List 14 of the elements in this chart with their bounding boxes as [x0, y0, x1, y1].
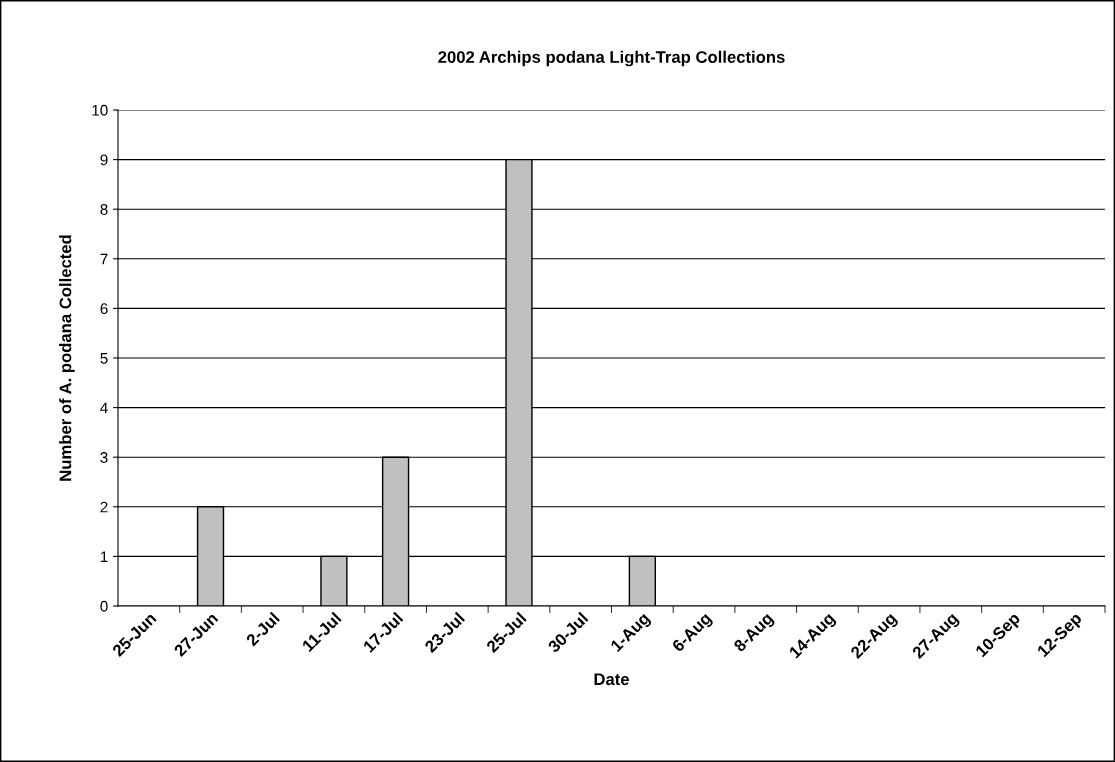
x-axis-title: Date	[594, 673, 629, 686]
y-tick-label: 7	[100, 253, 108, 265]
y-tick-label: 10	[92, 104, 108, 116]
y-tick-label: 4	[100, 402, 108, 414]
y-tick-label: 0	[100, 600, 108, 612]
y-tick-label: 1	[100, 551, 108, 562]
y-tick-label: 8	[100, 204, 108, 215]
y-axis-title: Number of A. podana Collected	[59, 235, 75, 481]
y-tick-label: 5	[100, 353, 108, 364]
y-tick-label: 9	[100, 154, 108, 166]
y-tick-label: 3	[100, 452, 108, 463]
y-tick-label: 2	[100, 501, 108, 513]
chart-title: 2002 Archips podana Light-Trap Collections	[438, 50, 785, 67]
y-tick-label: 6	[100, 303, 108, 315]
